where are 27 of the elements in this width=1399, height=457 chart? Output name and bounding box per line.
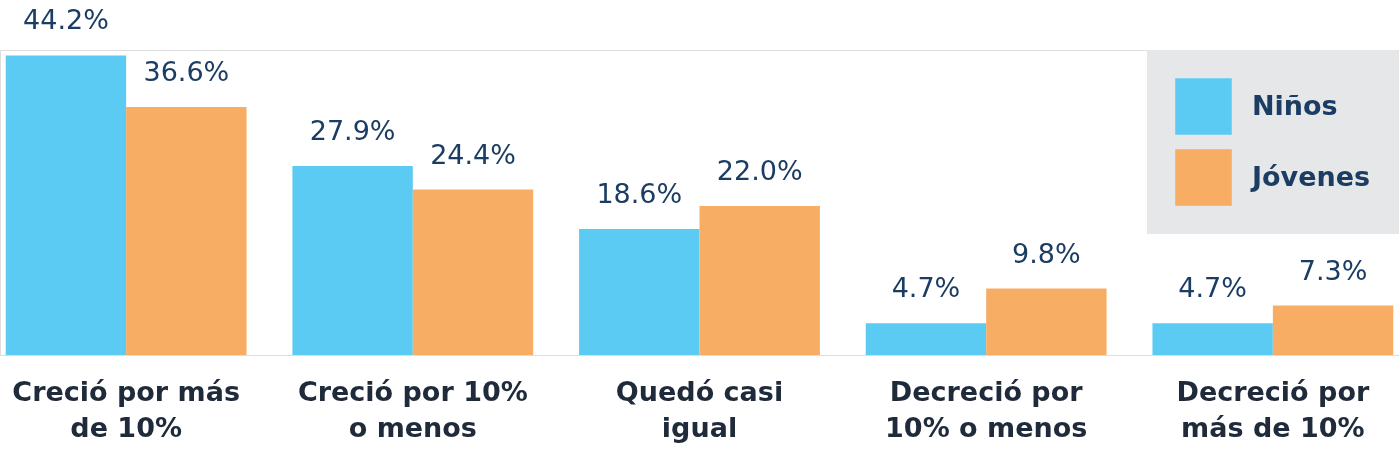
legend-label: Jóvenes [1250,160,1371,192]
data-label: 27.9% [309,114,396,146]
bar [1152,323,1273,355]
data-label: 44.2% [23,4,109,36]
legend-label: Niños [1252,89,1338,121]
data-label: 18.6% [596,177,683,209]
x-tick-label: Decreció por 10% o menos [885,376,1088,443]
bar [579,228,700,355]
bar [865,323,987,355]
data-label: 7.3% [1298,254,1368,286]
x-tick-label: Creció por más de 10% [12,376,240,443]
data-label: 22.0% [716,154,803,186]
bar [412,189,534,355]
data-label: 4.7% [1178,272,1247,304]
bar [1272,305,1394,355]
x-tick-label: Quedó casi igual [615,376,784,443]
data-label: 24.4% [430,138,516,170]
data-label: 4.7% [891,272,961,304]
x-tick-label: Creció por 10% o menos [297,376,528,443]
data-label: 9.8% [1012,237,1081,269]
bar [126,106,247,355]
data-label: 36.6% [143,55,230,87]
bar [699,205,820,355]
bar [986,288,1107,355]
bar [5,55,127,355]
bar [292,165,413,355]
x-tick-label: Decreció por más de 10% [1176,376,1370,443]
